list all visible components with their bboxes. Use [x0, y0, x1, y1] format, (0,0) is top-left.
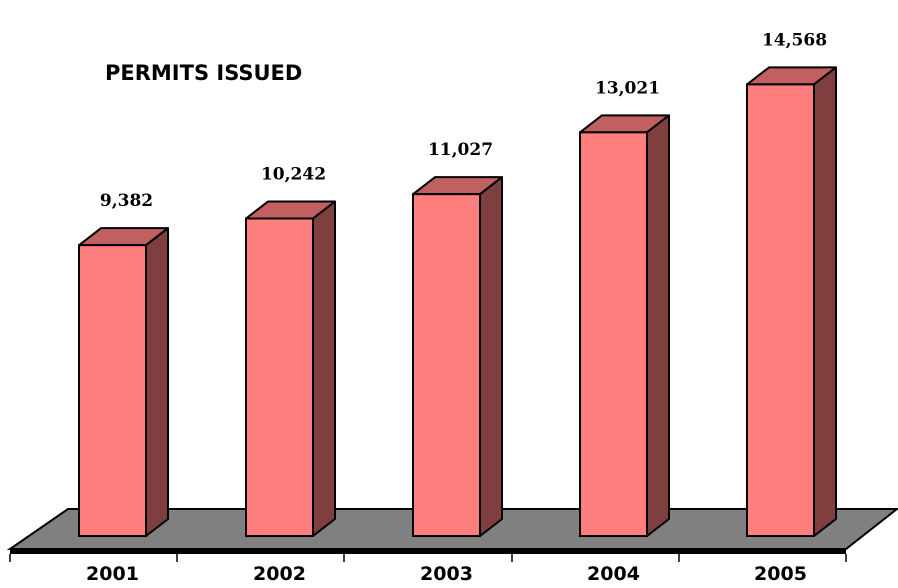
- bar-side-face: [312, 200, 336, 537]
- bar-front-face: [245, 217, 314, 538]
- x-tick-label: 2001: [86, 563, 139, 585]
- bar-side-face: [145, 227, 169, 537]
- x-tick-label: 2002: [253, 563, 306, 585]
- bars-layer: [78, 66, 837, 538]
- bar-2004: [579, 114, 670, 537]
- labels-layer: 9,382 2001 10,242 2002 11,027 2003 13,021 2004 1…: [86, 30, 827, 585]
- bar-side-face: [813, 66, 837, 537]
- bar-side-face: [646, 114, 670, 537]
- x-tick-label: 2004: [587, 563, 640, 585]
- chart-title: PERMITS ISSUED: [105, 61, 302, 85]
- data-label: 14,568: [762, 30, 827, 50]
- bar-front-face: [579, 131, 648, 537]
- data-label: 11,027: [428, 140, 493, 160]
- bar-front-face: [412, 193, 481, 537]
- data-label: 10,242: [261, 164, 326, 184]
- x-tick-label: 2005: [754, 563, 807, 585]
- bar-2001: [78, 227, 169, 538]
- bar-side-face: [479, 176, 503, 537]
- bar-2002: [245, 200, 336, 538]
- data-label: 13,021: [595, 78, 660, 98]
- chart-floor-edge: [10, 549, 846, 554]
- bar-front-face: [78, 244, 147, 538]
- bar-2005: [746, 66, 837, 537]
- bar-front-face: [746, 83, 815, 537]
- x-tick-label: 2003: [420, 563, 473, 585]
- data-label: 9,382: [100, 191, 153, 211]
- bar-2003: [412, 176, 503, 537]
